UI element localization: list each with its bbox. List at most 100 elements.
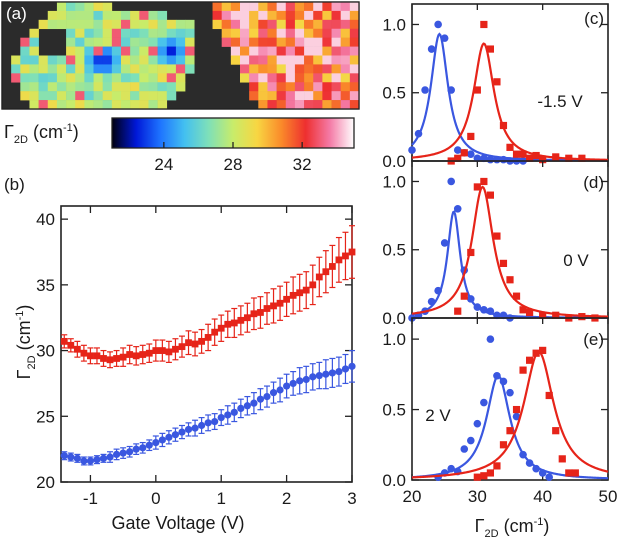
map-pixel	[349, 100, 360, 110]
map-pixel	[285, 73, 296, 83]
panel-b-point	[276, 299, 284, 307]
map-pixel	[313, 100, 323, 110]
panel-e-point	[473, 473, 481, 481]
panel-e-point	[512, 412, 521, 421]
map-pixel	[121, 19, 131, 30]
map-pixel	[38, 55, 49, 65]
panel-d-point	[480, 177, 488, 186]
map-pixel	[139, 73, 149, 83]
map-pixel	[84, 100, 94, 110]
map-pixel	[130, 100, 140, 110]
map-pixel	[111, 28, 122, 38]
panel-b-point	[139, 444, 147, 452]
map-pixel	[157, 46, 168, 56]
panel-e-point	[519, 450, 527, 459]
panel-c-label: (c)	[584, 9, 604, 28]
map-pixel	[240, 46, 250, 56]
map-pixel	[166, 37, 177, 47]
map-pixel	[240, 64, 250, 74]
panel-b-point	[106, 356, 114, 364]
panel-b-point	[119, 449, 127, 457]
panel-e-label: (e)	[583, 330, 604, 349]
map-pixel	[166, 19, 177, 30]
map-pixel	[148, 82, 158, 92]
map-pixel	[148, 46, 158, 56]
map-pixel	[130, 73, 140, 83]
map-pixel	[294, 82, 305, 92]
map-pixel	[258, 46, 268, 56]
panel-c-point	[493, 78, 501, 86]
map-pixel	[84, 64, 94, 74]
panel-b-point	[86, 457, 95, 465]
map-pixel	[185, 19, 195, 30]
map-pixel	[157, 19, 168, 30]
map-pixel	[75, 28, 85, 38]
panel-e-histogram: 0.0 0.5 1.0 20 30 40 50 (e) 2 V	[382, 317, 617, 506]
panel-b-point	[106, 453, 114, 461]
map-pixel	[84, 2, 94, 12]
map-pixel	[249, 73, 259, 83]
panel-d-point	[486, 307, 495, 315]
panel-b-point	[178, 343, 186, 351]
map-pixel	[304, 2, 314, 12]
map-pixel	[84, 19, 94, 30]
map-pixel	[304, 100, 314, 110]
panel-e-point	[571, 469, 579, 477]
map-pixel	[331, 100, 341, 110]
map-pixel	[20, 55, 30, 65]
map-pixel	[139, 46, 149, 56]
map-pixel	[249, 28, 259, 38]
panel-e-fit-curve	[411, 350, 609, 479]
panel-d-point	[467, 295, 475, 303]
map-pixel	[102, 82, 113, 92]
panel-b-point	[126, 448, 134, 456]
panel-c-point	[552, 153, 560, 161]
map-pixel	[240, 19, 250, 30]
colorbar-label: Γ2D (cm-1)	[4, 122, 79, 146]
colorbar-ticks: 24 28 32	[154, 142, 312, 174]
panel-b-point	[93, 352, 101, 360]
map-pixel	[20, 64, 30, 74]
panel-e-point	[493, 462, 501, 470]
map-pixel	[258, 37, 268, 47]
map-pixel	[322, 82, 332, 92]
map-pixel	[84, 28, 94, 38]
panel-b-point	[296, 289, 304, 297]
panel-b-point	[335, 368, 343, 376]
panel-b-point	[309, 373, 317, 381]
map-pixel	[102, 55, 113, 65]
map-pixel	[267, 100, 277, 110]
panel-d-point	[493, 311, 501, 320]
map-pixel	[148, 28, 158, 38]
map-pixel	[157, 37, 168, 47]
map-pixel	[75, 37, 85, 47]
panel-b-point	[315, 273, 323, 281]
map-pixel	[285, 28, 296, 38]
map-pixel	[139, 37, 149, 47]
panel-d-annotation: 0 V	[563, 251, 589, 270]
map-pixel	[111, 73, 122, 83]
map-pixel	[157, 73, 168, 83]
map-pixel	[111, 64, 122, 74]
map-pixel	[157, 10, 168, 21]
panel-b-point	[270, 302, 277, 310]
map-pixel	[340, 100, 351, 110]
map-pixel	[322, 10, 332, 21]
map-pixel	[93, 82, 103, 92]
map-pixel	[294, 100, 305, 110]
map-pixel	[304, 10, 314, 21]
map-pixel	[331, 64, 341, 74]
map-pixel	[276, 19, 287, 30]
panel-c-point	[499, 155, 508, 164]
panel-e-ytick-label: 0.0	[382, 471, 406, 490]
map-pixel	[285, 37, 296, 47]
panel-b-point	[309, 281, 317, 289]
map-pixel	[93, 46, 103, 56]
map-pixel	[111, 91, 122, 101]
panel-c-point	[532, 151, 540, 160]
map-pixel	[121, 55, 131, 65]
panel-b-point	[132, 352, 140, 360]
map-pixel	[29, 37, 39, 47]
panel-b-xtick-label: -1	[83, 489, 98, 508]
map-pixel	[340, 82, 351, 92]
